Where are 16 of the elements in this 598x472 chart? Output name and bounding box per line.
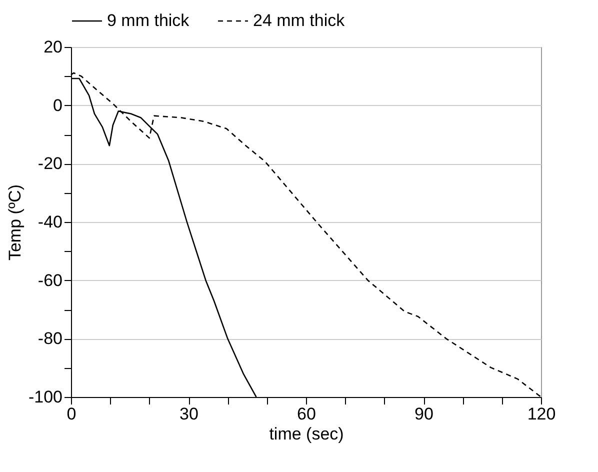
y-tick-label: 20	[44, 38, 62, 56]
x-tick-label: 90	[414, 404, 434, 424]
x-tick-label: 120	[527, 404, 556, 424]
legend-label: 9 mm thick	[107, 11, 190, 30]
y-tick-label: -80	[38, 329, 62, 348]
y-axis-title: Temp (ºC)	[5, 184, 24, 261]
x-axis-title: time (sec)	[269, 424, 344, 444]
legend-label: 24 mm thick	[253, 11, 346, 30]
y-tick-label: -20	[38, 154, 62, 174]
x-tick-label: 0	[66, 404, 76, 424]
x-tick-label: 30	[180, 404, 198, 424]
x-tick-label: 60	[297, 404, 316, 424]
y-tick-label: -40	[38, 212, 62, 232]
y-tick-label: -100	[28, 388, 62, 406]
y-tick-label: 0	[53, 96, 62, 115]
y-tick-label: -60	[38, 270, 62, 290]
